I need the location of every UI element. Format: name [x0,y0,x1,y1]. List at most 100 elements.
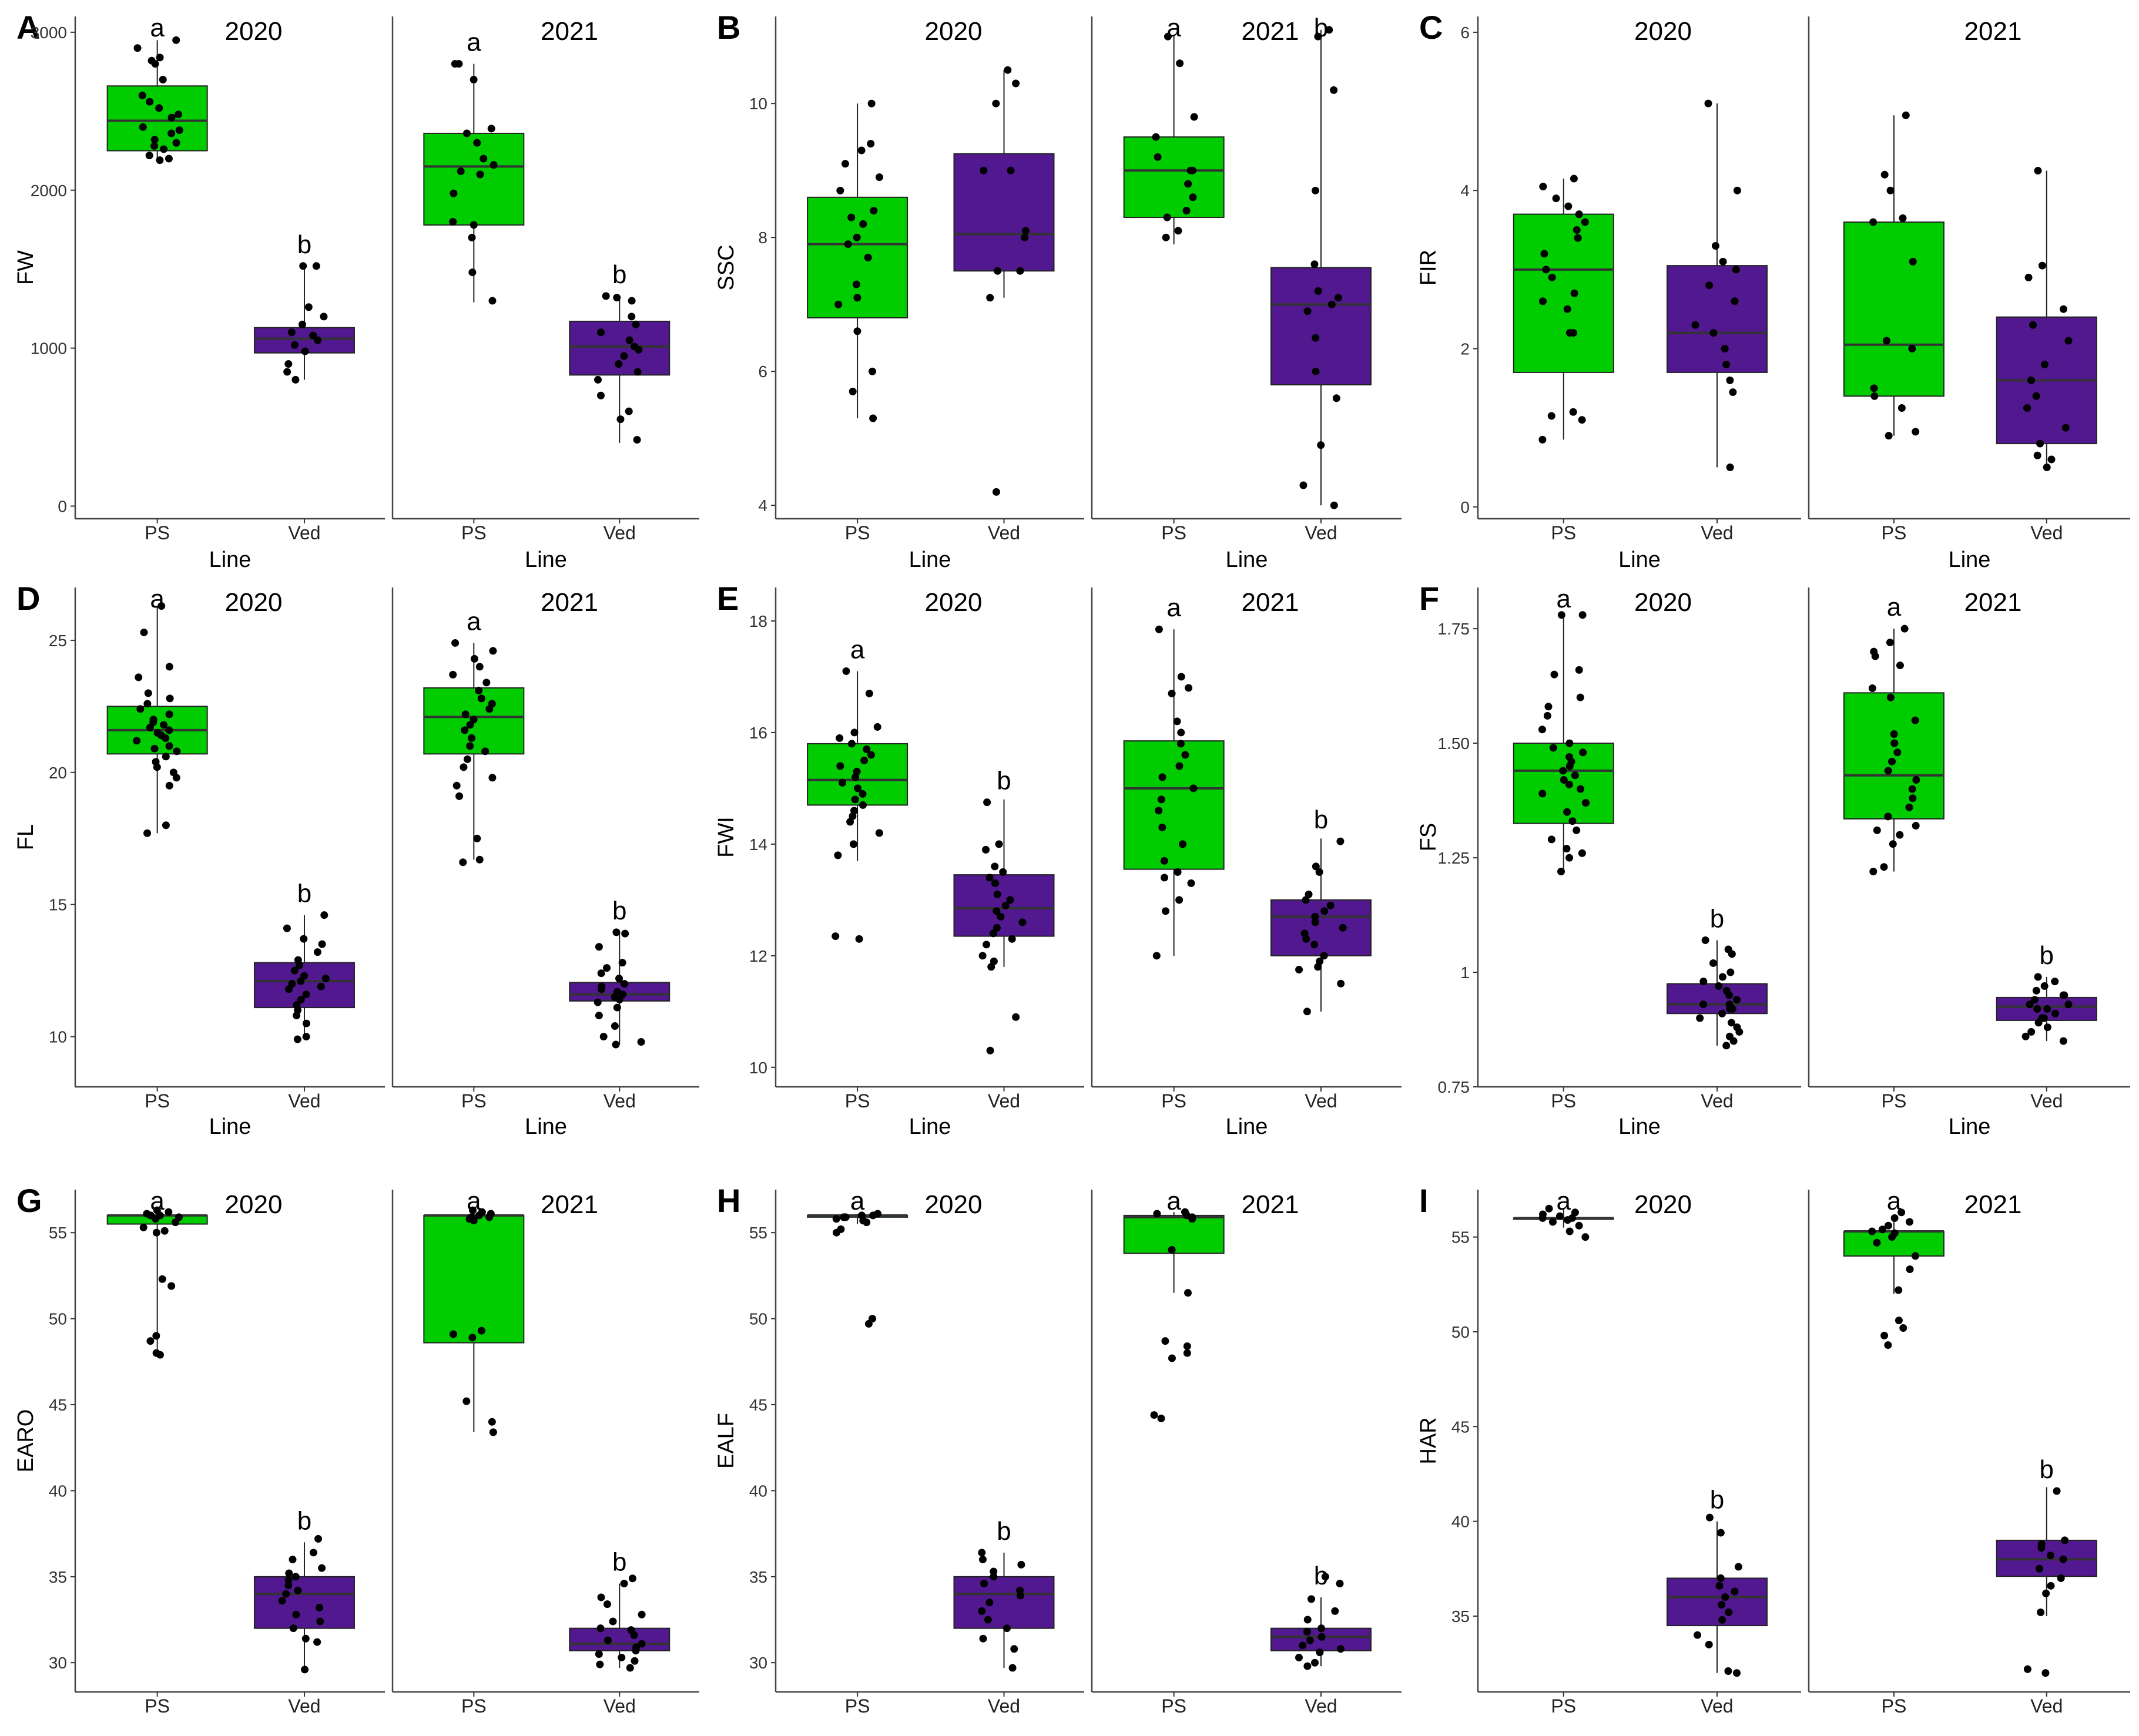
data-point [1188,1215,1196,1223]
group-ps: a PS [423,607,525,1112]
x-axis-title: Line [525,548,567,572]
data-point [870,207,878,215]
data-point [449,218,457,226]
data-point [488,297,497,305]
data-point [1716,1529,1725,1537]
data-point [321,975,330,983]
facet-year-label: 2021 [1242,17,1299,46]
data-point [2034,973,2042,981]
data-point [1336,837,1345,845]
data-point [983,798,991,807]
box-iqr [1667,265,1768,373]
data-point [2024,273,2033,281]
significance-letter: b [1314,1562,1328,1590]
box-iqr [1270,899,1372,956]
facet-2021: 2021 a PS b Ved [391,1187,699,1717]
data-point [1884,1341,1892,1349]
data-point [1571,771,1579,780]
significance-letter: a [850,1187,865,1215]
data-point [613,294,621,302]
data-point [153,763,161,771]
data-point [1310,260,1319,268]
data-point [596,1624,605,1633]
x-tick-label: Ved [1701,1090,1733,1112]
group-ps: a PS [807,1187,908,1717]
box-iqr [1123,136,1225,218]
data-point [283,368,291,376]
data-point [1895,1317,1903,1325]
data-point [1175,896,1184,904]
data-point [1315,868,1323,876]
data-point [609,1617,617,1626]
data-point [1722,360,1731,368]
data-point [867,140,875,148]
data-point [1330,501,1338,509]
data-point [597,328,605,337]
x-tick-label: PS [145,1695,170,1717]
data-point [1155,807,1163,815]
data-point [1302,935,1310,943]
data-point [1728,1005,1736,1013]
data-point [597,1593,605,1601]
data-point [615,360,623,368]
data-point [1017,1560,1025,1569]
data-point [869,414,877,422]
data-point [1325,26,1333,34]
data-point [139,123,147,131]
x-tick-label: PS [461,1090,487,1112]
data-point [2033,451,2041,459]
data-point [1579,748,1587,757]
data-point [165,663,173,671]
x-tick-label: PS [1161,1695,1186,1717]
facet-2021: 2021 a PS b Ved Line [391,16,699,572]
data-point [857,146,866,155]
data-point [834,851,842,859]
data-point [1303,1008,1311,1016]
data-point [452,781,461,790]
group-ved: b Ved [1270,1562,1372,1717]
data-point [1880,1331,1889,1339]
group-ved: Ved [1667,99,1768,543]
x-tick-label: PS [845,1695,870,1717]
data-point [299,262,307,270]
data-point [2023,404,2031,412]
data-point [1152,952,1161,960]
data-point [618,1653,626,1661]
data-point [2038,261,2046,270]
data-point [278,1597,286,1605]
data-point [1735,1028,1744,1036]
significance-letter: b [297,879,311,908]
data-point [143,829,152,837]
data-point [1538,435,1547,444]
significance-letter: b [1314,805,1328,834]
y-tick-label: 40 [49,1482,67,1500]
group-ved: Ved [1996,167,2097,543]
significance-letter: a [1887,1187,1902,1215]
group-ved: b Ved [1270,805,1372,1112]
significance-letter: a [150,1187,165,1215]
data-point [1578,849,1586,857]
facet-2021: 2021 a PS b Ved [1808,1187,2130,1717]
y-tick-label: 0 [1460,498,1470,516]
panel-letter: C [1419,9,1443,46]
x-tick-label: PS [145,1090,170,1112]
group-ps: a PS [106,14,208,543]
data-point [2040,982,2049,990]
data-point [1303,1662,1312,1670]
data-point [599,1033,608,1041]
data-point [2037,1608,2045,1616]
x-tick-label: Ved [1305,522,1337,543]
facet-year-label: 2020 [1634,1190,1692,1219]
data-point [1168,689,1176,697]
panel-B: B SSC 4 6 8 10 2020 PS Ved Line 2021 a PS b Ved Line [714,9,1402,572]
data-point [165,1208,173,1216]
y-axis-title: FW [14,250,38,285]
y-tick-label: 2 [1460,340,1470,358]
panel-F: F FS 0.75 1 1.25 1.50 1.75 2020 a PS b Ved Line 2021 a… [1416,580,2130,1139]
data-point [1909,257,1917,266]
data-point [2059,305,2067,313]
data-point [290,966,299,975]
data-point [485,1213,494,1221]
data-point [156,53,164,62]
